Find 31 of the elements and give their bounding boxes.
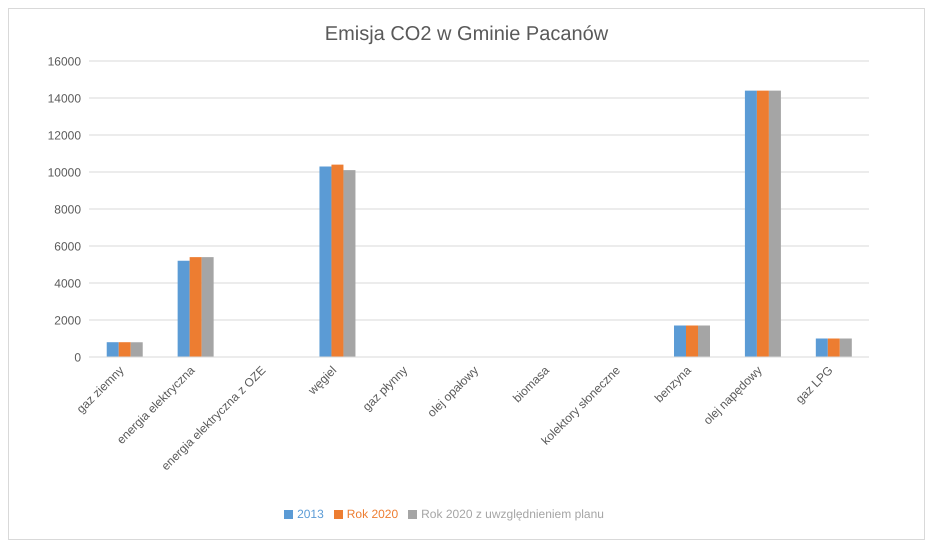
y-tick-label: 4000 xyxy=(54,276,82,290)
legend-label: Rok 2020 xyxy=(346,507,398,521)
y-tick-label: 6000 xyxy=(54,239,82,254)
legend-label: 2013 xyxy=(297,507,324,521)
bar xyxy=(178,260,190,357)
legend-label: Rok 2020 z uwzględnieniem planu xyxy=(421,507,604,521)
y-tick-label: 0 xyxy=(74,350,82,364)
bar xyxy=(202,257,214,357)
bar xyxy=(744,90,757,357)
y-tick-label: 14000 xyxy=(48,91,82,106)
bar xyxy=(674,326,686,357)
y-tick-label: 10000 xyxy=(48,165,82,180)
bar xyxy=(756,90,769,357)
bar xyxy=(106,342,119,357)
bar xyxy=(686,326,698,357)
bar xyxy=(118,342,131,357)
y-tick-label: 16000 xyxy=(48,54,82,68)
bar xyxy=(768,90,781,357)
bar xyxy=(331,164,344,357)
y-tick-label: 2000 xyxy=(54,313,82,328)
bar xyxy=(343,170,356,357)
bar xyxy=(816,338,828,357)
bar xyxy=(840,338,852,357)
bar xyxy=(319,166,332,357)
chart-title: Emisja CO2 w Gminie Pacanów xyxy=(324,22,610,46)
bar xyxy=(698,326,710,357)
bar xyxy=(190,257,202,357)
bar xyxy=(130,342,143,357)
y-tick-label: 8000 xyxy=(54,202,82,216)
y-tick-label: 12000 xyxy=(48,128,82,142)
bar xyxy=(828,338,840,357)
